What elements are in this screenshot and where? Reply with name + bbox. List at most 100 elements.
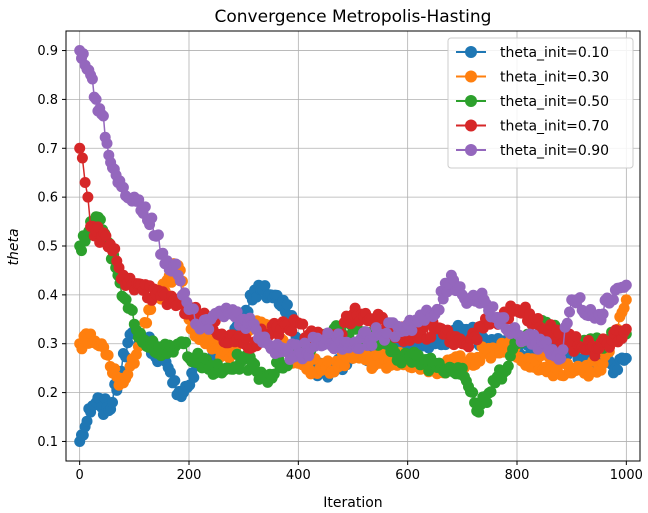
x-tick-label: 800 [505,468,530,483]
y-tick-label: 0.3 [37,337,58,352]
data-point [82,191,94,203]
chart-title: Convergence Metropolis-Hasting [215,7,492,27]
data-point [564,306,575,318]
data-point [322,355,334,367]
data-point [353,343,365,355]
y-tick-label: 0.8 [37,93,58,108]
y-tick-label: 0.6 [37,191,58,206]
data-point [467,386,479,398]
data-point [102,349,114,361]
data-point [100,230,112,242]
data-point [620,323,632,335]
data-point [77,429,89,441]
data-point [240,332,252,344]
data-point [74,142,86,154]
data-point [618,302,630,314]
data-point [133,194,145,206]
y-tick-label: 0.2 [37,386,58,401]
data-point [290,339,302,351]
data-point [425,331,437,343]
data-point [620,279,632,291]
legend-label: theta_init=0.70 [500,119,609,135]
series-layer [74,45,632,447]
series-5 [74,45,632,365]
data-point [259,280,271,292]
data-point [117,181,129,193]
data-point [620,294,632,306]
data-point [612,364,624,376]
data-point [187,303,199,315]
y-axis-label: theta [6,228,22,265]
data-point [456,362,468,374]
legend-swatch-marker [465,144,477,156]
data-point [170,258,182,270]
data-point [139,201,151,213]
data-point [345,318,357,330]
data-point [128,357,140,369]
y-tick-label: 0.4 [37,288,58,303]
data-point [281,299,293,311]
x-tick-label: 200 [177,468,202,483]
data-point [77,48,89,60]
data-point [126,304,138,316]
data-point [164,366,176,378]
data-point [574,292,586,304]
data-point [297,318,309,330]
data-point [471,334,483,346]
data-point [152,229,164,241]
y-tick-label: 0.7 [37,142,58,157]
data-point [481,397,493,408]
axis-ticks: 0 200 400 600 800 1000 0.1 0.2 0.3 0.4 0.5 0.6 0.7 0.… [37,44,643,483]
data-point [557,344,569,356]
y-tick-label: 0.9 [37,44,58,59]
data-point [328,343,340,355]
data-point [101,137,113,149]
x-tick-label: 400 [286,468,311,483]
data-point [145,304,157,315]
data-point [597,308,609,320]
data-point [498,312,510,324]
data-point [366,340,378,351]
data-point [360,326,372,338]
data-point [174,275,186,287]
x-tick-label: 1000 [610,468,643,483]
data-point [203,323,215,335]
x-tick-label: 0 [76,468,84,483]
data-point [79,177,91,188]
data-point [555,352,567,364]
data-point [188,372,200,383]
data-point [107,396,118,408]
data-point [109,243,121,255]
data-point [487,301,499,313]
data-point [120,294,132,306]
data-point [76,245,87,257]
data-point [532,313,544,324]
data-point [141,317,153,329]
legend-swatch-marker [465,95,477,107]
x-tick-label: 600 [395,468,420,483]
legend: theta_init=0.10 theta_init=0.30 theta_init… [447,37,634,169]
y-tick-label: 0.5 [37,240,58,255]
data-point [485,386,497,398]
legend-box [447,37,634,169]
legend-label: theta_init=0.90 [500,143,609,159]
data-point [406,325,418,336]
legend-swatch-marker [465,70,477,83]
data-point [179,287,191,299]
legend-label: theta_init=0.10 [500,45,609,61]
data-point [180,336,192,348]
data-point [433,304,445,316]
data-point [146,212,158,224]
data-point [169,375,181,387]
y-tick-label: 0.1 [37,435,58,450]
data-point [381,327,393,339]
legend-swatch-marker [465,46,477,58]
data-point [607,294,619,306]
data-point [570,331,582,343]
data-point [620,352,632,364]
data-point [81,415,93,427]
data-point [502,360,514,372]
data-point [90,93,102,105]
data-point [86,73,98,85]
